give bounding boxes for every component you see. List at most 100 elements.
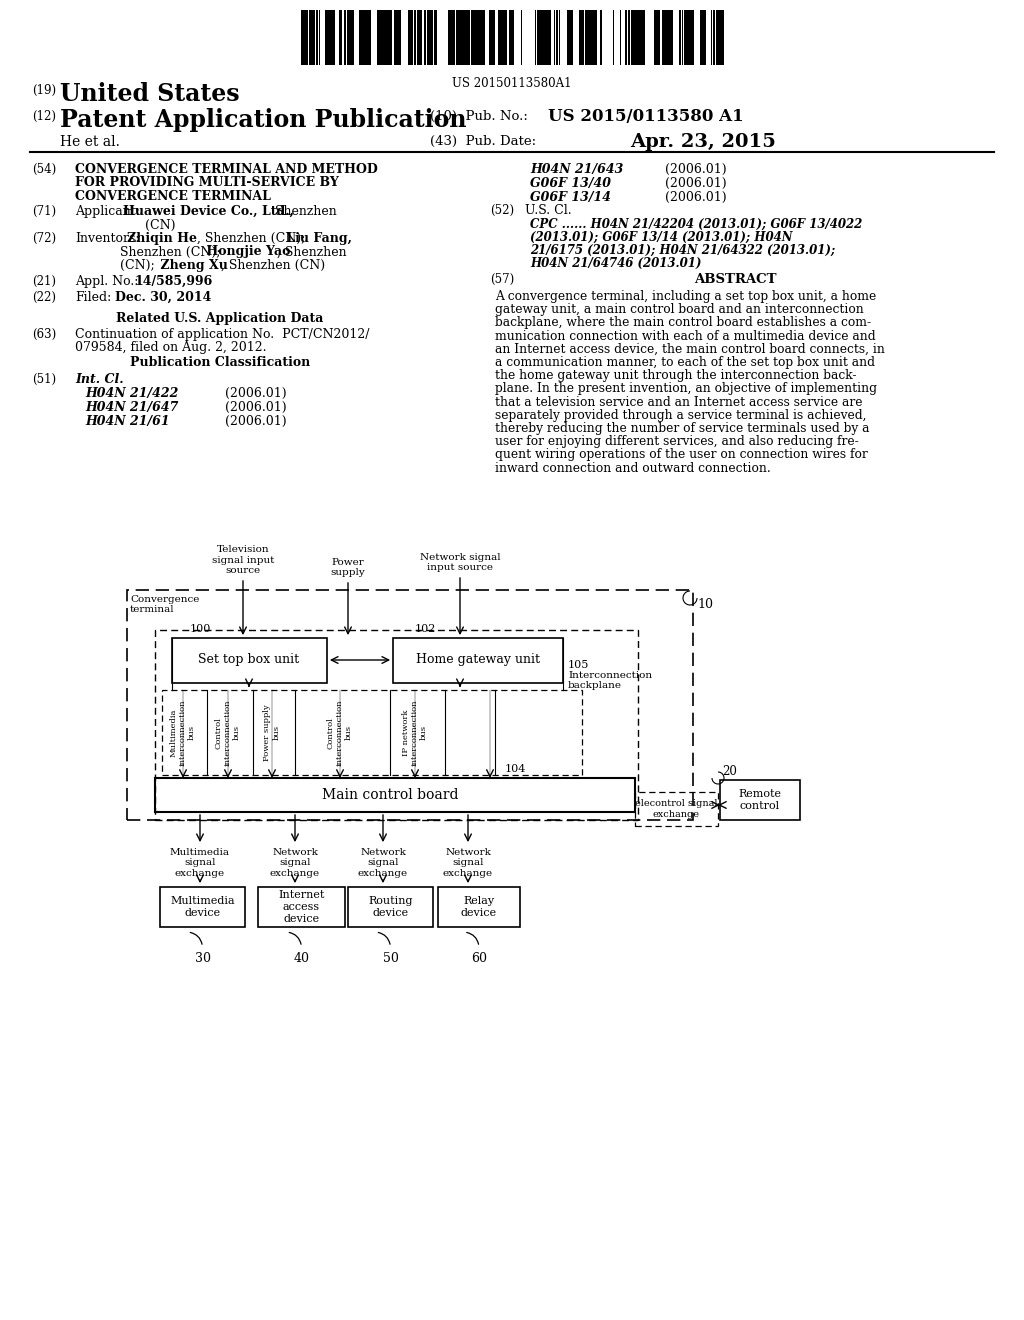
Bar xyxy=(456,11,459,65)
Text: (21): (21) xyxy=(32,275,56,288)
Text: Related U.S. Application Data: Related U.S. Application Data xyxy=(117,312,324,325)
Bar xyxy=(434,11,437,65)
Text: Home gateway unit: Home gateway unit xyxy=(416,653,540,667)
Bar xyxy=(393,638,563,682)
Text: IP network
interconnection
bus: IP network interconnection bus xyxy=(401,700,428,766)
Text: 20: 20 xyxy=(722,766,737,777)
Text: (2006.01): (2006.01) xyxy=(665,177,727,190)
Text: G06F 13/14: G06F 13/14 xyxy=(530,191,611,205)
Text: CONVERGENCE TERMINAL: CONVERGENCE TERMINAL xyxy=(75,190,271,203)
Bar xyxy=(692,11,694,65)
Bar xyxy=(359,11,364,65)
Bar xyxy=(411,11,413,65)
Bar xyxy=(301,11,306,65)
Bar xyxy=(162,690,582,775)
Text: 079584, filed on Aug. 2, 2012.: 079584, filed on Aug. 2, 2012. xyxy=(75,342,266,355)
Text: Main control board: Main control board xyxy=(322,788,459,803)
Text: an Internet access device, the main control board connects, in: an Internet access device, the main cont… xyxy=(495,343,885,356)
Bar xyxy=(377,11,381,65)
Text: Routing
device: Routing device xyxy=(369,896,413,917)
Bar xyxy=(589,11,594,65)
Text: 40: 40 xyxy=(294,952,309,965)
Text: Multimedia
interconnection
bus: Multimedia interconnection bus xyxy=(170,700,197,766)
Text: thereby reducing the number of service terminals used by a: thereby reducing the number of service t… xyxy=(495,422,869,436)
Text: Dec. 30, 2014: Dec. 30, 2014 xyxy=(115,290,211,304)
Bar xyxy=(449,11,453,65)
Bar xyxy=(636,11,641,65)
Text: H04N 21/647: H04N 21/647 xyxy=(85,401,178,414)
Bar xyxy=(459,11,463,65)
Bar xyxy=(127,590,693,820)
Bar xyxy=(545,11,551,65)
Bar xyxy=(347,11,352,65)
Text: Zhiqin He: Zhiqin He xyxy=(127,232,197,246)
Bar xyxy=(475,11,481,65)
Bar xyxy=(381,11,386,65)
Text: that a television service and an Internet access service are: that a television service and an Interne… xyxy=(495,396,862,409)
Bar xyxy=(489,11,495,65)
Bar xyxy=(330,11,335,65)
Bar xyxy=(414,11,416,65)
Text: (12): (12) xyxy=(32,110,56,123)
Text: Inventors:: Inventors: xyxy=(75,232,139,246)
Text: (22): (22) xyxy=(32,290,56,304)
Bar xyxy=(721,11,724,65)
Bar xyxy=(679,11,681,65)
Text: user for enjoying different services, and also reducing fre-: user for enjoying different services, an… xyxy=(495,436,859,449)
Text: (63): (63) xyxy=(32,327,56,341)
Text: separately provided through a service terminal is achieved,: separately provided through a service te… xyxy=(495,409,866,422)
Text: (10)  Pub. No.:: (10) Pub. No.: xyxy=(430,110,528,123)
Text: (2006.01): (2006.01) xyxy=(225,401,287,414)
Bar xyxy=(600,11,602,65)
Text: Shenzhen (CN);: Shenzhen (CN); xyxy=(120,246,220,259)
Text: Appl. No.:: Appl. No.: xyxy=(75,275,138,288)
Bar xyxy=(713,11,715,65)
Text: , Shenzhen (CN): , Shenzhen (CN) xyxy=(221,259,326,272)
Text: Network
signal
exchange: Network signal exchange xyxy=(358,847,408,878)
Text: (CN);: (CN); xyxy=(120,259,155,272)
Bar xyxy=(498,11,503,65)
Bar xyxy=(348,887,433,927)
Bar xyxy=(438,887,520,927)
Text: Shenzhen: Shenzhen xyxy=(271,205,337,218)
Bar xyxy=(339,11,342,65)
Text: a communication manner, to each of the set top box unit and: a communication manner, to each of the s… xyxy=(495,356,874,370)
Bar xyxy=(417,11,422,65)
Text: (2006.01): (2006.01) xyxy=(225,387,287,400)
Bar xyxy=(567,11,573,65)
Text: 50: 50 xyxy=(383,952,398,965)
Text: CONVERGENCE TERMINAL AND METHOD: CONVERGENCE TERMINAL AND METHOD xyxy=(75,162,378,176)
Text: Power
supply: Power supply xyxy=(331,557,366,577)
Bar xyxy=(662,11,666,65)
Bar xyxy=(352,11,354,65)
Text: (2006.01): (2006.01) xyxy=(665,162,727,176)
Bar xyxy=(503,11,507,65)
Text: munication connection with each of a multimedia device and: munication connection with each of a mul… xyxy=(495,330,876,343)
Bar xyxy=(481,11,485,65)
Bar xyxy=(579,11,582,65)
Bar xyxy=(684,11,687,65)
Text: Set top box unit: Set top box unit xyxy=(199,653,300,667)
Bar xyxy=(625,11,627,65)
Text: Huawei Device Co., Ltd.,: Huawei Device Co., Ltd., xyxy=(123,205,294,218)
Bar xyxy=(316,11,318,65)
Text: (CN): (CN) xyxy=(145,219,175,231)
Text: (54): (54) xyxy=(32,162,56,176)
Bar xyxy=(424,11,426,65)
Text: the home gateway unit through the interconnection back-: the home gateway unit through the interc… xyxy=(495,370,856,383)
Text: 102: 102 xyxy=(415,624,436,634)
Text: Relay
device: Relay device xyxy=(461,896,497,917)
Text: Network signal
input source: Network signal input source xyxy=(420,553,501,572)
Text: quent wiring operations of the user on connection wires for: quent wiring operations of the user on c… xyxy=(495,449,867,462)
Bar xyxy=(641,11,645,65)
Text: (2006.01): (2006.01) xyxy=(665,191,727,205)
Text: Remote
control: Remote control xyxy=(738,789,781,810)
Text: US 2015/0113580 A1: US 2015/0113580 A1 xyxy=(548,108,743,125)
Text: Convergence
terminal: Convergence terminal xyxy=(130,595,200,614)
Text: 60: 60 xyxy=(471,952,487,965)
Text: H04N 21/643: H04N 21/643 xyxy=(530,162,624,176)
Text: Apr. 23, 2015: Apr. 23, 2015 xyxy=(630,133,776,150)
Text: H04N 21/61: H04N 21/61 xyxy=(85,414,170,428)
Bar xyxy=(258,887,345,927)
Text: Filed:: Filed: xyxy=(75,290,112,304)
